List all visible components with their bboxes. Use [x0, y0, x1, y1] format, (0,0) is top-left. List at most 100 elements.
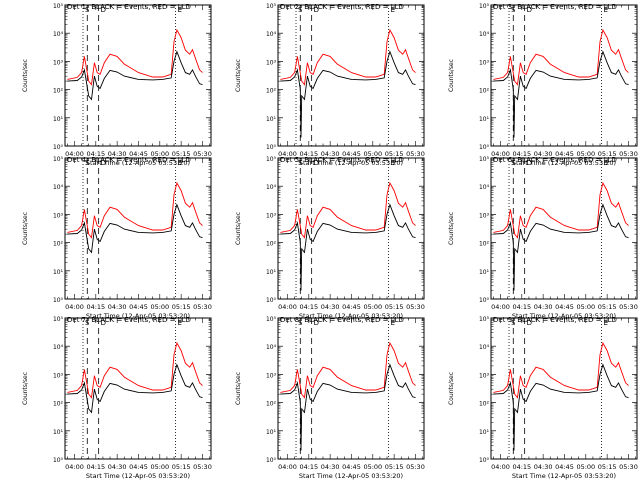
- y-tick-label: 10⁴: [266, 184, 277, 191]
- x-tick-label: 05:30: [619, 303, 638, 311]
- events-series-line: [280, 50, 416, 138]
- x-tick-label: 05:30: [406, 303, 425, 311]
- x-tick-label: 05:15: [598, 463, 617, 471]
- marker-label: E: [177, 319, 181, 327]
- y-tick-label: 10³: [479, 59, 490, 66]
- plot-frame: [490, 317, 638, 460]
- y-tick-label: 10⁵: [266, 3, 277, 10]
- x-tick-label: 04:30: [534, 150, 553, 158]
- events-series-line: [280, 363, 416, 451]
- y-tick-label: 10¹: [266, 116, 277, 123]
- x-tick-label: 04:15: [86, 150, 105, 158]
- events-series-line: [493, 50, 629, 138]
- y-axis-label: Counts/sec: [448, 212, 455, 245]
- x-tick-label: 04:00: [65, 150, 84, 158]
- x-tick-label: 04:45: [342, 150, 361, 158]
- lld-series-line: [280, 341, 416, 399]
- x-tick-label: 05:00: [576, 303, 595, 311]
- y-tick-label: 10¹: [479, 116, 490, 123]
- x-tick-label: 04:15: [86, 463, 105, 471]
- marker-label: D: [314, 6, 319, 14]
- y-tick-label: 10⁰: [479, 144, 490, 151]
- x-tick-label: 05:15: [598, 303, 617, 311]
- events-series-line: [67, 203, 203, 254]
- x-tick-label: 04:30: [108, 150, 127, 158]
- x-tick-label: 05:00: [363, 150, 382, 158]
- x-tick-label: 05:15: [172, 303, 191, 311]
- chart-title: Det 7r BLACK = Events, RED = LLD: [67, 316, 191, 324]
- chart-title: Det 9r BLACK = Events, RED = LLD: [493, 316, 617, 324]
- plot-frame: [64, 317, 212, 460]
- x-tick-label: 05:30: [619, 150, 638, 158]
- marker-label: D: [101, 6, 106, 14]
- plot-frame: [277, 157, 425, 300]
- lld-series-line: [67, 341, 203, 399]
- x-axis-label: Start Time (12-Apr-05 03:53:20): [512, 312, 616, 320]
- x-tick-label: 05:00: [150, 463, 169, 471]
- plot-frame: [64, 157, 212, 300]
- y-tick-label: 10⁴: [266, 344, 277, 351]
- chart-title: Det 8r BLACK = Events, RED = LLD: [280, 316, 404, 324]
- marker-label: E: [603, 159, 607, 167]
- marker-label: D: [101, 159, 106, 167]
- x-tick-label: 04:45: [555, 150, 574, 158]
- y-tick-label: 10⁵: [479, 3, 490, 10]
- x-axis-label: Start Time (12-Apr-05 03:53:20): [299, 312, 403, 320]
- plot-frame: [490, 157, 638, 300]
- chart-title: Det 2r BLACK = Events, RED = LLD: [280, 3, 404, 11]
- chart-title: Det 4r BLACK = Events, RED = LLD: [67, 156, 191, 164]
- x-tick-label: 05:00: [363, 303, 382, 311]
- x-tick-label: 04:45: [342, 303, 361, 311]
- marker-label: E: [177, 159, 181, 167]
- y-tick-label: 10²: [266, 241, 277, 248]
- x-tick-label: 04:30: [321, 463, 340, 471]
- marker-label: D: [314, 159, 319, 167]
- x-axis-label: Start Time (12-Apr-05 03:53:20): [512, 159, 616, 167]
- x-tick-label: 05:00: [150, 303, 169, 311]
- y-tick-label: 10⁵: [479, 156, 490, 163]
- x-tick-label: 04:00: [278, 303, 297, 311]
- x-tick-label: 05:30: [406, 463, 425, 471]
- x-axis-label: Start Time (12-Apr-05 03:53:20): [86, 312, 190, 320]
- lld-series-line: [493, 181, 629, 239]
- lld-series-line: [67, 28, 203, 86]
- events-series-line: [67, 50, 203, 101]
- x-tick-label: 04:30: [108, 463, 127, 471]
- y-tick-label: 10⁰: [53, 457, 64, 464]
- x-tick-label: 04:00: [278, 150, 297, 158]
- lld-series-line: [67, 181, 203, 239]
- y-tick-label: 10²: [479, 241, 490, 248]
- marker-label: E: [390, 159, 394, 167]
- y-tick-label: 10²: [53, 88, 64, 95]
- marker-label: E: [390, 6, 394, 14]
- x-axis-label: Start Time (12-Apr-05 03:53:20): [86, 159, 190, 167]
- y-axis-label: Counts/sec: [22, 212, 29, 245]
- x-tick-label: 04:00: [278, 463, 297, 471]
- events-series-line: [280, 203, 416, 291]
- lld-series-line: [280, 28, 416, 86]
- x-tick-label: 05:15: [598, 150, 617, 158]
- y-tick-label: 10¹: [266, 269, 277, 276]
- y-axis-label: Counts/sec: [235, 59, 242, 92]
- y-tick-label: 10⁵: [53, 316, 64, 323]
- y-tick-label: 10⁴: [53, 344, 64, 351]
- x-tick-label: 04:00: [491, 463, 510, 471]
- x-tick-label: 04:15: [512, 463, 531, 471]
- x-axis-label: Start Time (12-Apr-05 03:53:20): [299, 472, 403, 480]
- x-axis-label: Start Time (12-Apr-05 03:53:20): [512, 472, 616, 480]
- y-axis-label: Counts/sec: [22, 59, 29, 92]
- y-tick-label: 10³: [479, 372, 490, 379]
- plot-frame: [277, 317, 425, 460]
- y-axis-label: Counts/sec: [235, 372, 242, 405]
- y-tick-label: 10³: [266, 59, 277, 66]
- x-tick-label: 04:30: [534, 303, 553, 311]
- y-tick-label: 10³: [479, 212, 490, 219]
- y-tick-label: 10¹: [479, 269, 490, 276]
- x-tick-label: 04:00: [491, 150, 510, 158]
